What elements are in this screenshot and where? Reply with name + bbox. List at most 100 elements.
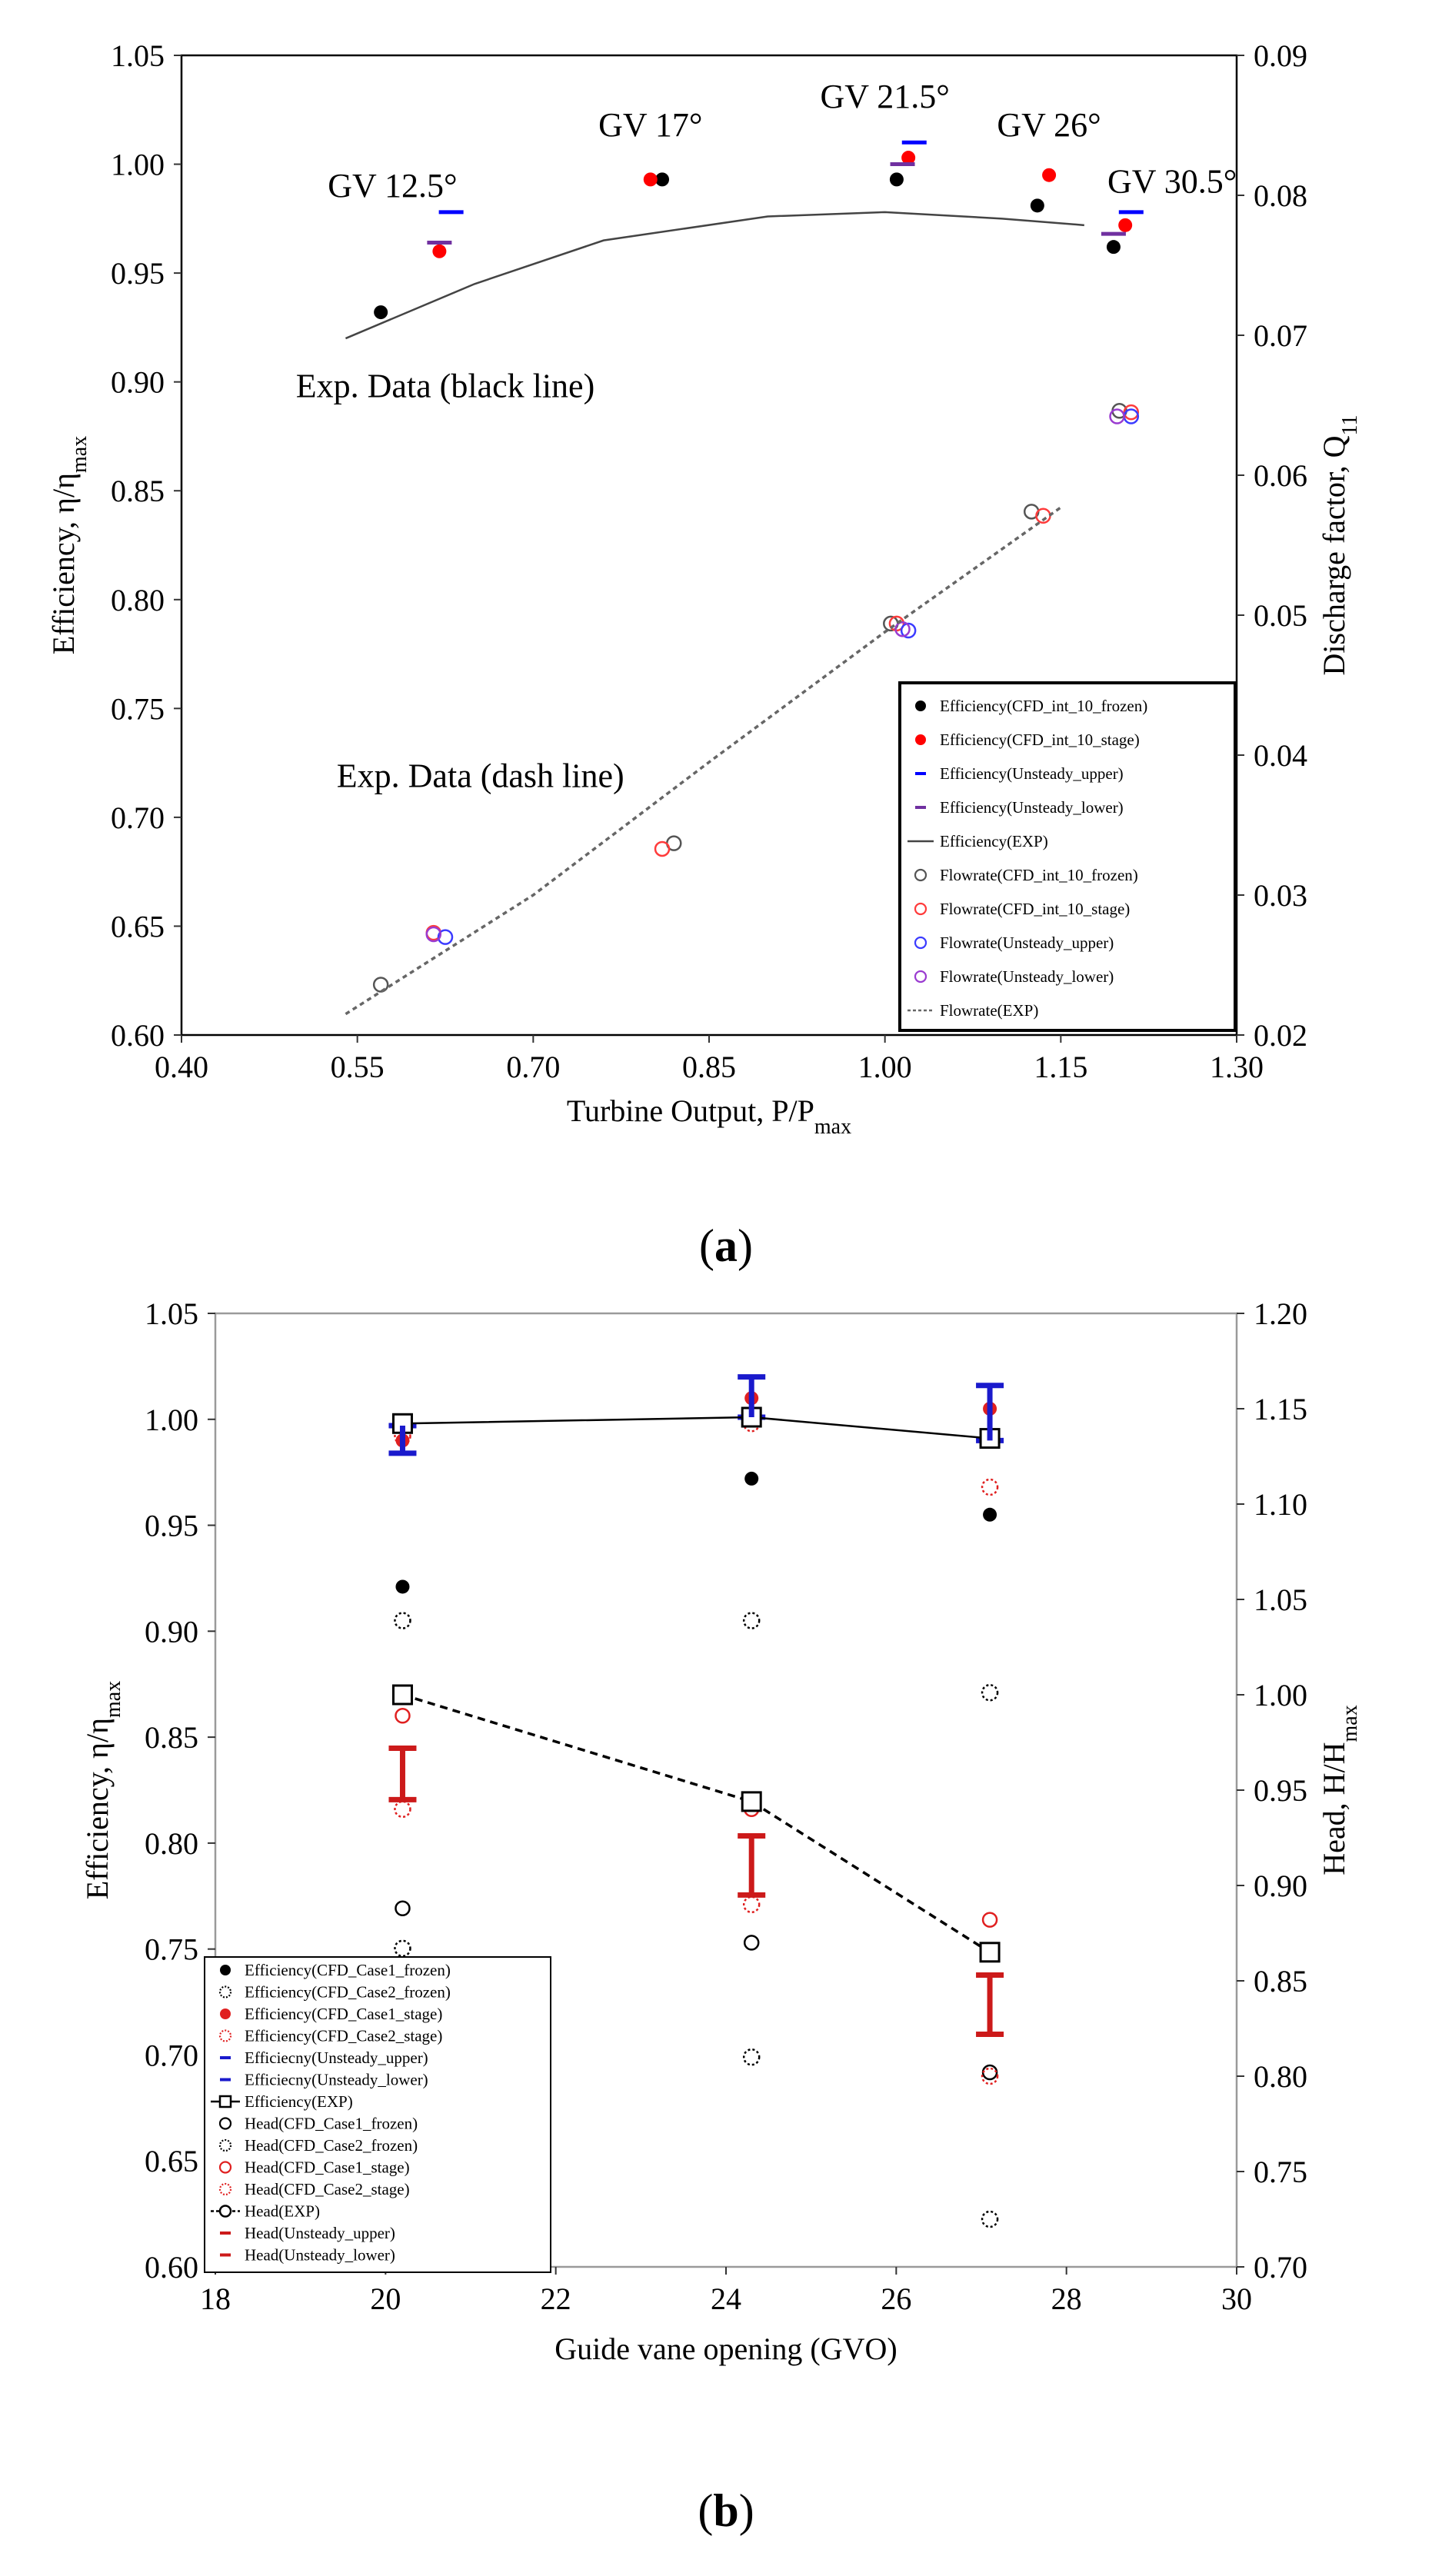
data-point xyxy=(374,305,388,320)
data-point xyxy=(437,929,454,945)
legend-dotted-ring-symbol xyxy=(218,2182,232,2196)
legend-label: Efficiency(EXP) xyxy=(245,2092,353,2111)
data-point xyxy=(742,1895,761,1914)
axes: 0.40 0.55 0.70 0.85 1.00 1.15 1.30 0.60 0.65 0.70… xyxy=(111,38,1307,1084)
data-point xyxy=(981,1912,998,1928)
y-tick-label: 0.65 xyxy=(111,909,165,944)
data-point xyxy=(394,1612,411,1629)
legend-label: Efficiency(CFD_Case1_stage) xyxy=(245,2005,442,2023)
legend-item: Efficiency(CFD_int_10_frozen) xyxy=(915,697,1147,715)
legend-item: Efficiency(Unsteady_upper) xyxy=(915,764,1124,783)
x-tick-label: 1.15 xyxy=(1034,1050,1087,1084)
series-Efficiency(CFD_Case1_stage) xyxy=(395,1391,997,1448)
legend-dot-symbol xyxy=(220,1965,231,1975)
annotation: GV 17° xyxy=(598,106,702,144)
y2-tick-label: 1.00 xyxy=(1254,1678,1307,1712)
data-point xyxy=(394,1939,411,1958)
legend: Efficiency(CFD_int_10_frozen) Efficiency(… xyxy=(898,681,1237,1032)
x-tick-label: 30 xyxy=(1221,2281,1252,2316)
legend-item: Head(EXP) xyxy=(211,2202,320,2221)
data-point xyxy=(979,1942,1001,1963)
data-point xyxy=(744,1471,759,1486)
y-tick-label: 0.65 xyxy=(145,2144,198,2178)
data-point xyxy=(742,2048,761,2066)
y-tick-label: 0.80 xyxy=(111,583,165,617)
legend-label: Head(CFD_Case2_stage) xyxy=(245,2180,410,2198)
legend-ring-symbol xyxy=(218,2117,232,2130)
y-tick-label: 0.60 xyxy=(145,2250,198,2285)
y2-tick-label: 0.80 xyxy=(1254,2059,1307,2094)
legend-label: Efficiency(CFD_Case2_frozen) xyxy=(245,1983,451,2002)
data-point xyxy=(741,1791,762,1812)
legend-label: Head(CFD_Case2_frozen) xyxy=(245,2136,418,2155)
x-tick-label: 1.00 xyxy=(858,1050,912,1084)
x-tick-label: 0.85 xyxy=(682,1050,736,1084)
x-axis-label: Guide vane opening (GVO) xyxy=(554,2331,897,2366)
legend-dot-symbol xyxy=(915,734,926,745)
y-tick-label: 0.85 xyxy=(111,474,165,508)
data-point xyxy=(901,151,916,165)
legend-item: Head(CFD_Case2_stage) xyxy=(218,2180,410,2198)
legend-item: Head(CFD_Case1_frozen) xyxy=(218,2115,418,2133)
data-point xyxy=(742,1612,761,1629)
legend-label: Efficiecny(Unsteady_upper) xyxy=(245,2048,428,2067)
y-tick-label: 0.75 xyxy=(111,691,165,726)
legend-symbol-square xyxy=(218,2095,232,2108)
legend-label: Efficiency(Unsteady_upper) xyxy=(940,764,1124,783)
y-tick-label: 0.95 xyxy=(111,256,165,291)
legend-ring-symbol xyxy=(914,936,927,950)
series-Head(CFD_Case2_frozen) xyxy=(394,1939,999,2228)
y-tick-label: 1.05 xyxy=(111,38,165,73)
series-Flowrate(EXP) xyxy=(345,506,1062,1016)
y-tick-label: 0.60 xyxy=(111,1018,165,1053)
annotation: GV 12.5° xyxy=(328,167,457,205)
legend-item: Head(CFD_Case1_stage) xyxy=(218,2158,410,2177)
legend-dot-symbol xyxy=(220,2009,231,2019)
data-point xyxy=(981,1478,999,1496)
y2-tick-label: 1.20 xyxy=(1254,1296,1307,1331)
x-tick-label: 24 xyxy=(711,2281,741,2316)
data-point xyxy=(395,1579,410,1594)
x-tick-label: 28 xyxy=(1051,2281,1082,2316)
legend-label: Efficiency(CFD_Case1_frozen) xyxy=(245,1961,451,1979)
legend-square-dashed-symbol xyxy=(211,2205,240,2218)
series-line xyxy=(345,211,1084,340)
x-tick-label: 1.30 xyxy=(1210,1050,1264,1084)
y2-tick-label: 0.06 xyxy=(1254,458,1307,493)
series-line xyxy=(345,506,1062,1016)
legend-item: Flowrate(CFD_int_10_stage) xyxy=(914,900,1130,918)
panel-b-chart: 18 20 22 24 26 28 30 0.60 0.65 0.70 0.75 0.80 0.85 0.… xyxy=(80,1296,1362,2536)
data-point xyxy=(981,1683,999,1702)
data-point xyxy=(894,621,911,637)
legend-ring-symbol xyxy=(914,902,927,916)
legend-item: Head(Unsteady_upper) xyxy=(220,2224,395,2242)
y2-tick-label: 1.05 xyxy=(1254,1583,1307,1617)
y2-tick-label: 1.15 xyxy=(1254,1392,1307,1426)
y2-tick-label: 0.08 xyxy=(1254,178,1307,213)
series-line xyxy=(402,1416,991,1439)
data-point xyxy=(889,172,904,187)
data-point xyxy=(900,622,917,639)
legend-label: Head(Unsteady_lower) xyxy=(245,2246,395,2265)
x-tick-label: 18 xyxy=(200,2281,231,2316)
annotation: GV 21.5° xyxy=(820,78,949,115)
y2-tick-label: 0.07 xyxy=(1254,318,1307,353)
x-tick-label: 20 xyxy=(370,2281,401,2316)
legend-dotted-ring-symbol xyxy=(218,2029,232,2042)
x-tick-label: 0.40 xyxy=(155,1050,208,1084)
legend-ring-symbol xyxy=(218,2161,232,2174)
legend-label: Efficiency(Unsteady_lower) xyxy=(940,798,1124,817)
legend-box xyxy=(204,1956,551,2273)
y2-tick-label: 0.04 xyxy=(1254,738,1307,773)
data-point xyxy=(983,1507,997,1522)
legend-item: Head(Unsteady_lower) xyxy=(220,2246,395,2265)
y2-tick-label: 0.03 xyxy=(1254,878,1307,913)
legend-label: Flowrate(EXP) xyxy=(940,1001,1038,1020)
panel-label: (a) xyxy=(699,1220,753,1271)
y-tick-label: 0.90 xyxy=(145,1614,198,1649)
data-point xyxy=(981,2210,999,2228)
y-axis-label: Efficiency, η/ηmax xyxy=(46,436,92,654)
x-tick-label: 0.70 xyxy=(506,1050,560,1084)
legend-item: Efficiecny(Unsteady_upper) xyxy=(220,2048,428,2067)
series-Head(CFD_Case2_stage) xyxy=(394,1800,999,2085)
